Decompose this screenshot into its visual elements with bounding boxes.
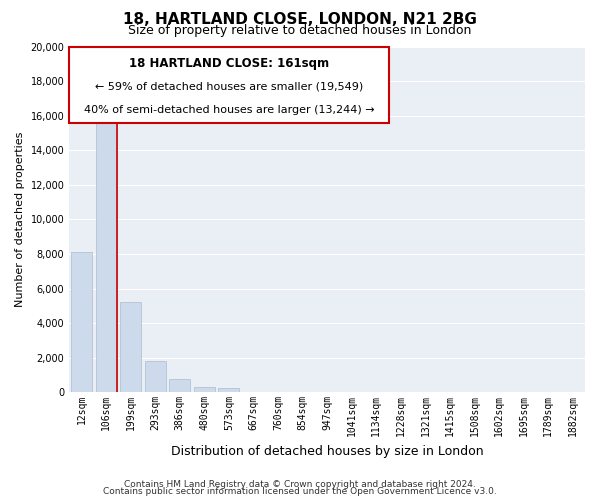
Text: Contains HM Land Registry data © Crown copyright and database right 2024.: Contains HM Land Registry data © Crown c… [124,480,476,489]
Bar [169,380,190,392]
Bar [194,388,215,392]
Bar [71,252,92,392]
Text: ← 59% of detached houses are smaller (19,549): ← 59% of detached houses are smaller (19… [95,81,363,91]
Text: Contains public sector information licensed under the Open Government Licence v3: Contains public sector information licen… [103,487,497,496]
Bar [218,388,239,392]
X-axis label: Distribution of detached houses by size in London: Distribution of detached houses by size … [171,444,484,458]
Text: 18 HARTLAND CLOSE: 161sqm: 18 HARTLAND CLOSE: 161sqm [129,57,329,70]
Bar [95,107,116,393]
Text: 18, HARTLAND CLOSE, LONDON, N21 2BG: 18, HARTLAND CLOSE, LONDON, N21 2BG [123,12,477,28]
Bar [120,302,141,392]
Text: Size of property relative to detached houses in London: Size of property relative to detached ho… [128,24,472,37]
Bar [145,361,166,392]
FancyBboxPatch shape [69,46,389,122]
Text: 40% of semi-detached houses are larger (13,244) →: 40% of semi-detached houses are larger (… [84,106,374,116]
Y-axis label: Number of detached properties: Number of detached properties [15,132,25,307]
